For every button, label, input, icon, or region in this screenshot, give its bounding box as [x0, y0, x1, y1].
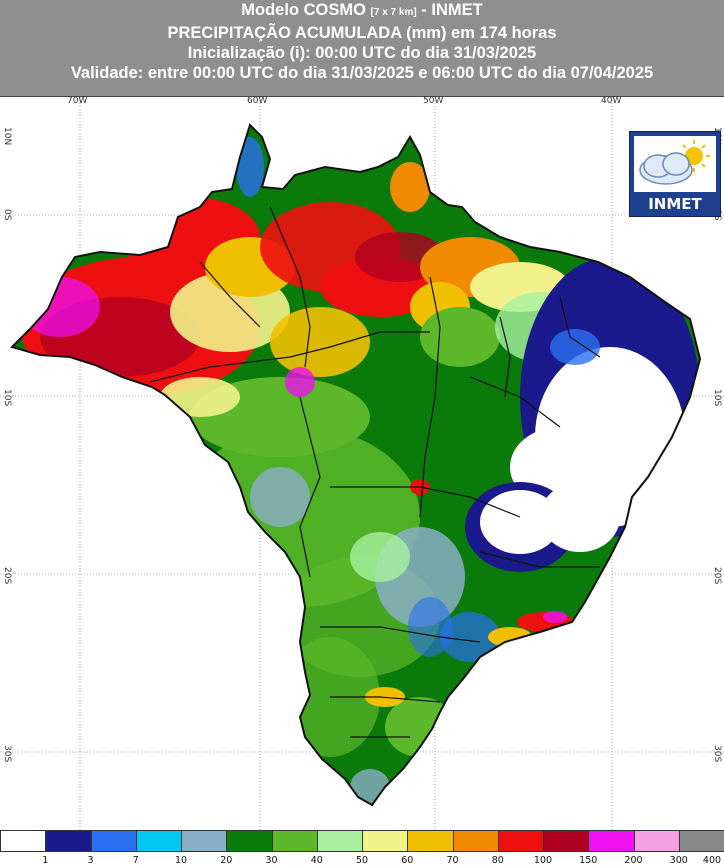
- legend-label: 70: [446, 855, 459, 866]
- legend-label: 60: [401, 855, 414, 866]
- cloud-sun-icon: [634, 136, 716, 192]
- logo-text: INMET: [648, 195, 702, 213]
- header-validity: Validade: entre 00:00 UTC do dia 31/03/2…: [70, 64, 654, 82]
- legend-label: 100: [533, 855, 553, 866]
- lat-label-10s-right: 10S: [712, 389, 722, 407]
- legend-swatch: [316, 830, 363, 852]
- legend-label: 300: [669, 855, 688, 866]
- legend-label: 150: [579, 855, 598, 866]
- legend-swatch: [181, 830, 228, 852]
- header-subtitle: PRECIPITAÇÃO ACUMULADA (mm) em 174 horas: [167, 24, 557, 42]
- legend-swatch: [678, 830, 724, 852]
- legend-swatch: [362, 830, 409, 852]
- lat-label-10s-left: 10S: [2, 389, 12, 407]
- legend-label: 7: [132, 855, 139, 866]
- legend-label: 10: [174, 855, 188, 866]
- legend-label: 400: [702, 855, 722, 866]
- legend-swatch: [452, 830, 499, 852]
- legend-label: 200: [624, 855, 643, 866]
- header-title-line: Modelo COSMO [7 x 7 km] - INMET: [0, 0, 724, 23]
- legend-label: 20: [220, 855, 233, 866]
- legend-label: 3: [87, 855, 94, 866]
- legend-swatch: [543, 830, 590, 852]
- legend-swatch: [588, 830, 635, 852]
- lat-label-30s-right: 30S: [712, 745, 722, 763]
- header-grid-resolution: [7 x 7 km]: [370, 7, 417, 18]
- header-initialization: Inicialização (i): 00:00 UTC do dia 31/0…: [187, 44, 537, 62]
- inmet-logo: INMET: [629, 131, 721, 217]
- brazil-precipitation-map: [0, 97, 724, 831]
- lat-label-10n-left: 10N: [2, 127, 12, 146]
- lat-label-30s-left: 30S: [2, 745, 12, 763]
- lon-label-60w: 60W: [247, 96, 268, 106]
- legend-swatch: [135, 830, 182, 852]
- legend-swatch: [407, 830, 454, 852]
- lon-label-40w: 40W: [601, 96, 622, 106]
- legend-swatch: [90, 830, 137, 852]
- state-borders: [149, 206, 601, 738]
- legend-swatch: [226, 830, 273, 852]
- lon-label-70w: 70W: [67, 96, 88, 106]
- legend-label: 30: [265, 855, 278, 866]
- lat-label-20s-right: 20S: [712, 567, 722, 585]
- color-legend: 1 3 7 10 20 30 40 50 60 70 80 100 150 200 300 400: [0, 830, 724, 867]
- lon-label-50w: 50W: [423, 96, 444, 106]
- header-title: Modelo COSMO: [241, 1, 366, 19]
- legend-swatch: [45, 830, 92, 852]
- legend-label: 40: [310, 855, 323, 866]
- legend-label: 1: [42, 855, 49, 866]
- legend-swatch: [0, 830, 47, 852]
- map-area: 70W 60W 50W 40W 10N 10N 0S 0S 10S 10S 20…: [0, 96, 724, 831]
- legend-swatch: [633, 830, 680, 852]
- legend-label: 50: [355, 855, 369, 866]
- lat-label-20s-left: 20S: [2, 567, 12, 585]
- lat-label-0-left: 0S: [2, 209, 12, 221]
- map-header: Modelo COSMO [7 x 7 km] - INMET PRECIPIT…: [0, 0, 724, 96]
- legend-swatch: [497, 830, 544, 852]
- header-title-suffix: - INMET: [421, 1, 483, 19]
- legend-swatch: [271, 830, 318, 852]
- legend-label: 80: [491, 855, 504, 866]
